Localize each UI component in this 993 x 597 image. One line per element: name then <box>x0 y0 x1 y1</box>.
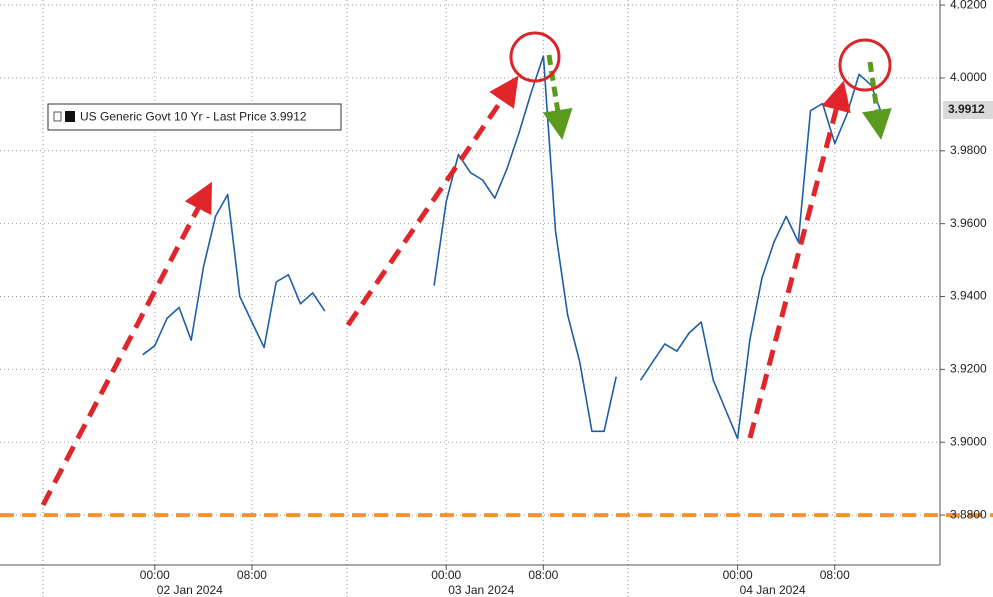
annotations <box>40 31 892 507</box>
last-price-tag <box>943 101 993 120</box>
x-tick-label: 00:00 <box>723 568 753 582</box>
y-tick-label: 3.9400 <box>950 289 987 303</box>
y-tick-label: 3.9800 <box>950 143 987 157</box>
legend-toggle <box>53 111 62 122</box>
x-date-label: 02 Jan 2024 <box>157 583 223 597</box>
peak-circle <box>838 38 892 92</box>
y-tick-label: 4.0000 <box>950 70 987 84</box>
y-tick-label: 3.9600 <box>950 216 987 230</box>
trend-arrow <box>345 75 519 327</box>
x-tick-label: 08:00 <box>237 568 267 582</box>
drop-arrow <box>542 54 573 140</box>
y-tick-label: 3.8800 <box>950 507 987 521</box>
y-tick-label: 4.0200 <box>950 0 987 11</box>
trend-arrow <box>747 80 851 439</box>
x-tick-label: 08:00 <box>820 568 850 582</box>
drop-arrow <box>862 61 892 140</box>
y-tick-label: 3.9200 <box>950 362 987 376</box>
last-price-label: 3.9912 <box>948 102 985 116</box>
plot-area <box>0 0 940 565</box>
legend-swatch <box>65 111 75 122</box>
legend: US Generic Govt 10 Yr - Last Price 3.991… <box>47 103 342 131</box>
trend-arrow <box>40 181 212 507</box>
legend-label: US Generic Govt 10 Yr - Last Price 3.991… <box>80 110 307 124</box>
legend-last-value: 3.9912 <box>270 110 307 124</box>
y-tick-label: 3.9000 <box>950 434 987 448</box>
peak-circle <box>509 31 561 83</box>
legend-box <box>47 103 342 131</box>
x-tick-label: 00:00 <box>140 568 170 582</box>
x-tick-label: 00:00 <box>431 568 461 582</box>
x-date-label: 04 Jan 2024 <box>740 583 806 597</box>
x-tick-label: 08:00 <box>528 568 558 582</box>
marks <box>0 55 993 518</box>
legend-name: US Generic Govt 10 Yr - Last Price <box>80 110 267 124</box>
x-date-label: 03 Jan 2024 <box>448 583 514 597</box>
price-line <box>142 55 891 440</box>
